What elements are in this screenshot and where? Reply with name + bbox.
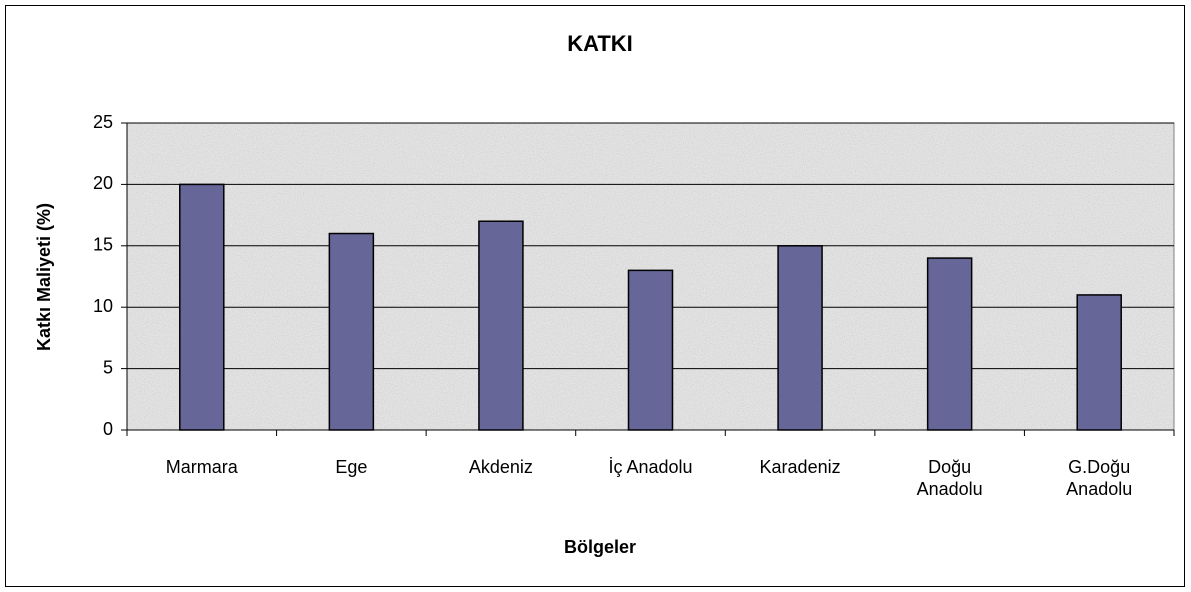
bar [627,269,674,431]
y-tick-label: 5 [103,357,113,377]
y-tick-label: 25 [93,112,113,132]
y-axis-label: Katkı Maliyeti (%) [34,203,54,351]
bar [1076,294,1122,431]
x-tick-label: Karadeniz [759,457,841,477]
chart-title: KATKI [567,31,633,56]
bar [926,257,973,431]
bar [328,232,375,431]
x-tick-label: Ege [335,457,368,477]
x-tick-label: Akdeniz [468,457,533,477]
y-tick-label: 0 [103,419,113,439]
x-axis-label: Bölgeler [564,537,636,557]
bar [478,220,524,431]
y-tick-label: 10 [93,296,113,316]
x-tick-label: Marmara [165,457,238,477]
x-tick-label: İç Anadolu [608,457,693,477]
x-tick-label: G.Doğu Anadolu [1066,457,1133,499]
bar [777,245,823,431]
x-tick-label: Doğu Anadolu [916,457,983,499]
y-tick-label: 15 [93,235,113,255]
bar [179,183,225,431]
y-tick-label: 20 [93,173,113,193]
